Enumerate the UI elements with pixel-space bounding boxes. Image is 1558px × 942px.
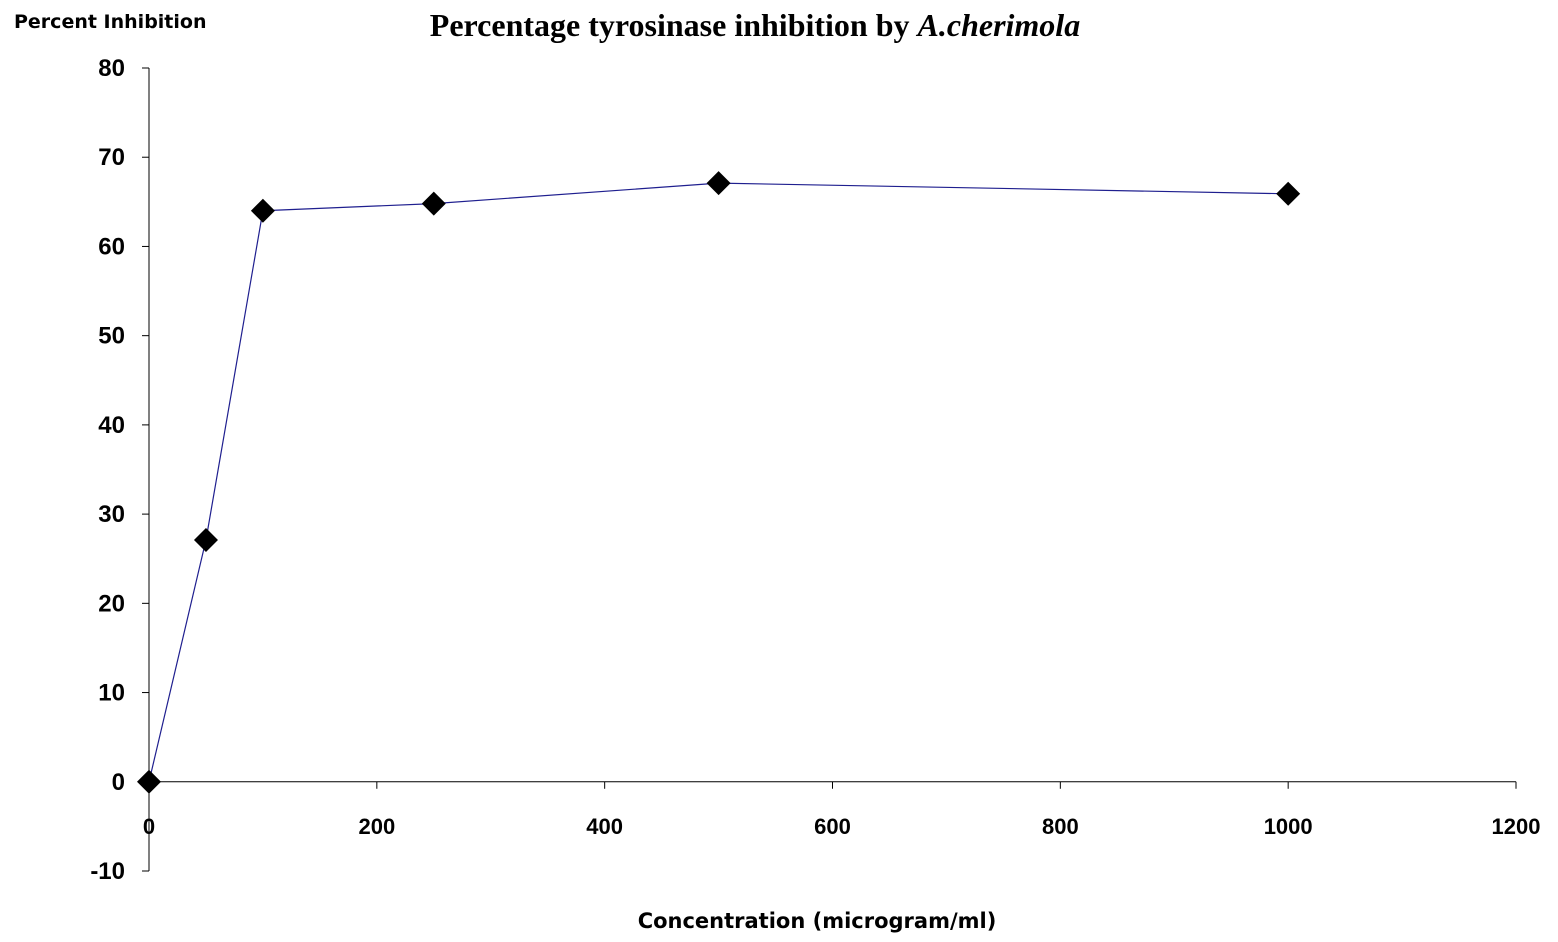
x-tick-label: 0	[143, 814, 155, 839]
y-tick-label: 30	[98, 501, 125, 528]
chart-title: Percentage tyrosinase inhibition by A.ch…	[430, 7, 1080, 43]
y-tick-label: -10	[90, 858, 125, 885]
y-axis-label: Percent Inhibition	[14, 11, 206, 33]
data-point	[706, 171, 731, 196]
plot-series	[137, 171, 1301, 794]
y-tick-label: 70	[98, 144, 125, 171]
x-tick-label: 1000	[1264, 814, 1313, 839]
chart-title-main: Percentage tyrosinase inhibition by	[430, 7, 910, 43]
x-tick-label: 200	[358, 814, 395, 839]
x-tick-label: 1200	[1492, 814, 1541, 839]
y-tick-label: 80	[98, 55, 125, 82]
x-axis-label: Concentration (microgram/ml)	[638, 909, 997, 933]
y-tick-label: 40	[98, 412, 125, 439]
y-tick-label: 0	[112, 769, 125, 796]
data-point	[193, 527, 218, 552]
x-tick-label: 400	[586, 814, 623, 839]
y-tick-label: 60	[98, 233, 125, 260]
x-ticks: 0 200 400 600 800 1000 1200	[143, 781, 1541, 839]
data-point	[137, 769, 161, 794]
data-point	[421, 191, 446, 216]
y-tick-label: 10	[98, 680, 125, 707]
x-tick-label: 800	[1042, 814, 1079, 839]
y-tick-label: 20	[98, 590, 125, 617]
chart-title-species: A.cherimola	[916, 7, 1081, 43]
series-line	[148, 182, 1289, 782]
x-tick-label: 600	[814, 814, 851, 839]
data-point	[1276, 181, 1301, 206]
y-ticks: -10 0 10 20 30 40 50 60 70 80	[90, 55, 149, 885]
y-tick-label: 50	[98, 323, 125, 350]
data-point	[250, 198, 275, 223]
